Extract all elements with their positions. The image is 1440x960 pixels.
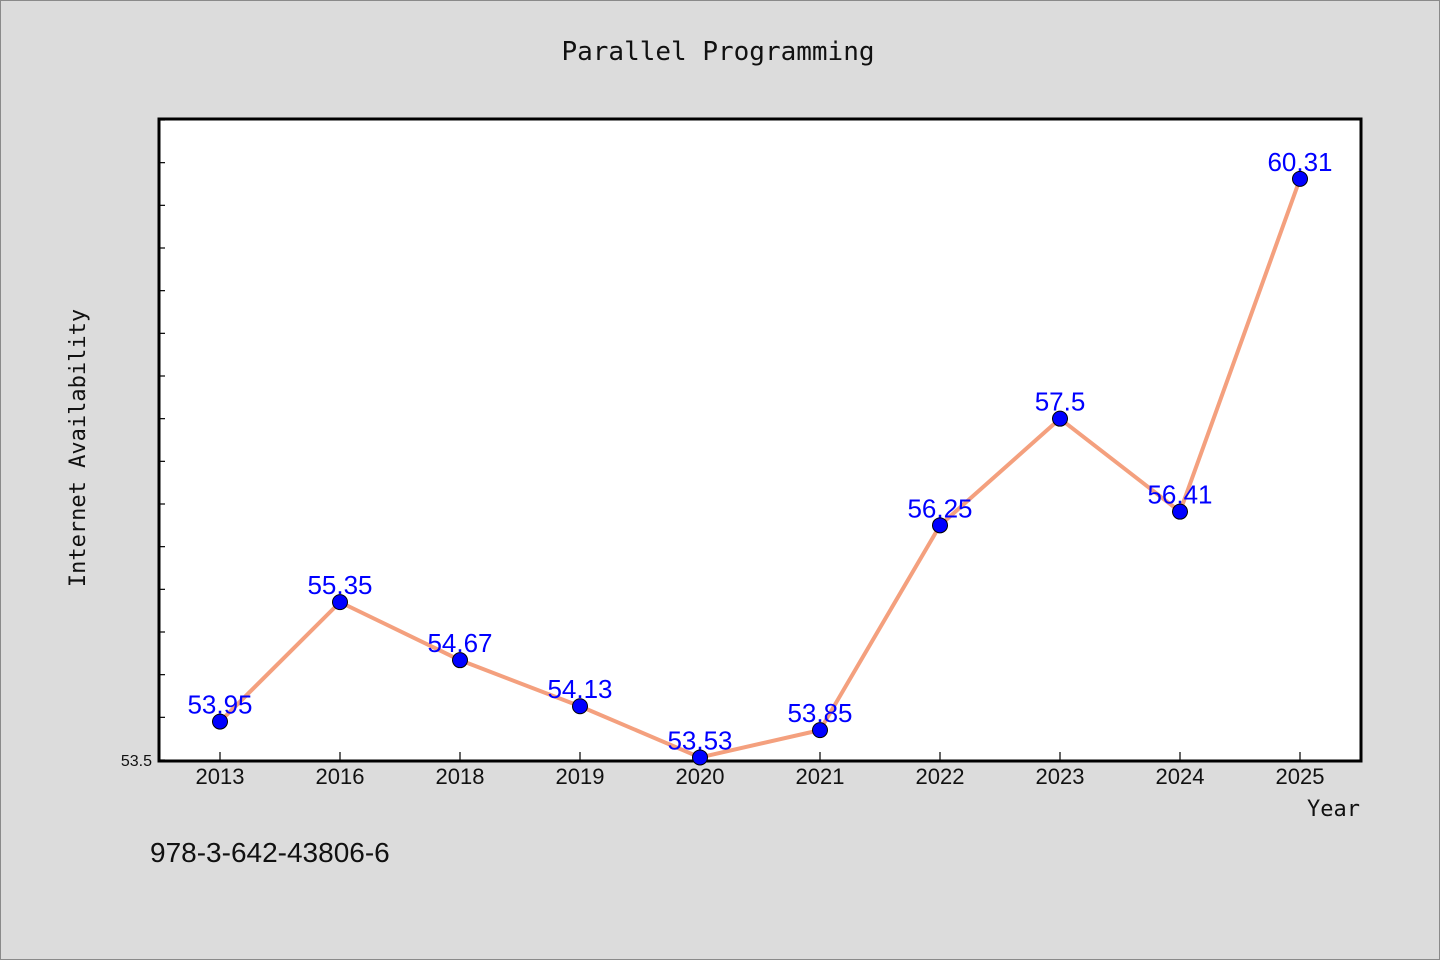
data-point: [1052, 410, 1068, 427]
data-label: 53.53: [667, 725, 732, 755]
data-label: 53.95: [187, 690, 252, 720]
x-tick-label: 2021: [796, 764, 845, 789]
y-axis-label: Internet Availability: [66, 309, 91, 587]
x-tick-label: 2025: [1276, 764, 1325, 789]
data-label: 56.25: [907, 493, 972, 523]
data-point: [332, 594, 348, 611]
y-tick-label-min: 53.5: [121, 753, 152, 770]
data-label: 55.35: [307, 570, 372, 600]
data-label: 57.5: [1035, 387, 1086, 417]
chart-title: Parallel Programming: [561, 37, 874, 67]
data-label: 53.85: [787, 698, 852, 728]
x-tick-label: 2022: [916, 764, 965, 789]
data-label: 54.67: [427, 628, 492, 658]
x-tick-label: 2019: [556, 764, 605, 789]
data-point: [812, 722, 828, 739]
data-label: 54.13: [547, 674, 612, 704]
data-point: [692, 749, 708, 766]
y-axis-ticks: [160, 119, 165, 761]
x-tick-label: 2024: [1156, 764, 1205, 789]
data-label: 60.31: [1267, 147, 1332, 177]
data-label: 56.41: [1147, 480, 1212, 510]
series-line-group: [218, 178, 1302, 760]
marker-group: [212, 170, 1308, 766]
x-tick-label: 2016: [316, 764, 365, 789]
x-axis-label: Year: [1307, 797, 1360, 822]
data-point: [452, 652, 468, 669]
data-label-group: 53.95 55.35 54.67 54.13 53.53 53.85 56.25 57.5 5…: [187, 147, 1332, 756]
data-point: [212, 713, 228, 730]
series-line: [218, 178, 1302, 760]
plot-area: [157, 117, 1363, 763]
x-tick-label: 2018: [436, 764, 485, 789]
isbn-caption: 978-3-642-43806-6: [150, 837, 390, 868]
x-tick-label: 2013: [196, 764, 245, 789]
data-point: [1292, 170, 1308, 187]
data-point: [932, 517, 948, 534]
x-tick-labels: 2013 2016 2018 2019 2020 2021 2022 2023 2024 2025: [196, 764, 1325, 789]
data-point: [1172, 503, 1188, 520]
x-tick-label: 2023: [1036, 764, 1085, 789]
data-point: [572, 698, 588, 715]
x-tick-label: 2020: [676, 764, 725, 789]
